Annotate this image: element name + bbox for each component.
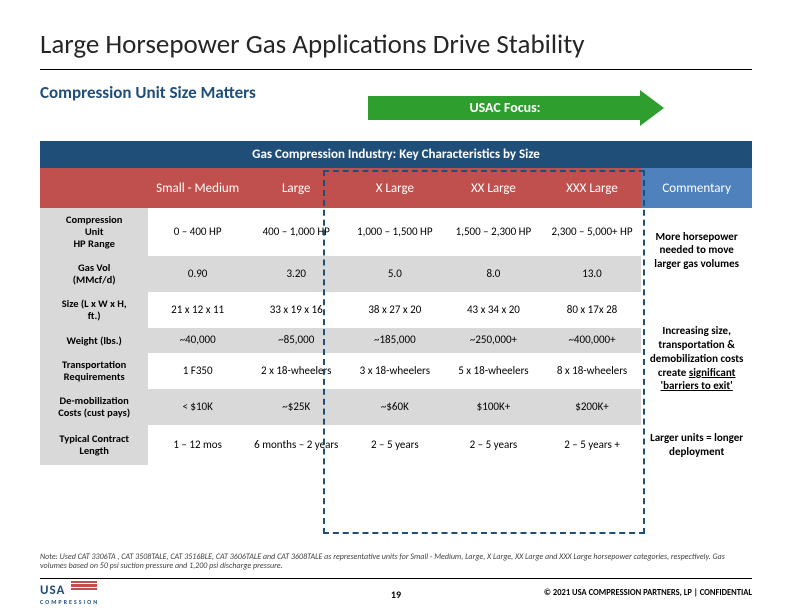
footer-rule (40, 578, 752, 579)
table-container: Gas Compression Industry: Key Characteri… (40, 141, 752, 465)
data-cell: 400 – 1,000 HP (247, 208, 346, 256)
data-cell: 1,000 – 1,500 HP (346, 208, 445, 256)
data-cell: 2,300 – 5,000+ HP (543, 208, 642, 256)
col-xxxlarge: XXX Large (543, 168, 642, 208)
table-head: Gas Compression Industry: Key Characteri… (40, 141, 752, 208)
data-cell: $200K+ (543, 389, 642, 425)
data-cell: 2 – 5 years (346, 425, 445, 465)
data-cell: 1,500 – 2,300 HP (444, 208, 543, 256)
row-label: TransportationRequirements (40, 353, 148, 389)
data-cell: < $10K (148, 389, 247, 425)
data-cell: ~40,000 (148, 328, 247, 353)
table-body: CompressionUnitHP Range0 – 400 HP400 – 1… (40, 208, 752, 465)
slide: Large Horsepower Gas Applications Drive … (0, 0, 792, 612)
col-small-medium: Small - Medium (148, 168, 247, 208)
commentary-cell: Larger units = longer deployment (641, 425, 752, 465)
col-xlarge: X Large (346, 168, 445, 208)
data-cell: 2 x 18-wheelers (247, 353, 346, 389)
footer: 19 © 2021 USA COMPRESSION PARTNERS, LP |… (0, 578, 792, 612)
data-cell: 8.0 (444, 256, 543, 292)
data-cell: 21 x 12 x 11 (148, 292, 247, 328)
data-cell: ~$25K (247, 389, 346, 425)
data-cell: 80 x 17x 28 (543, 292, 642, 328)
data-cell: 1 F350 (148, 353, 247, 389)
data-cell: 0.90 (148, 256, 247, 292)
data-cell: 1 – 12 mos (148, 425, 247, 465)
data-cell: ~185,000 (346, 328, 445, 353)
data-cell: 2 – 5 years + (543, 425, 642, 465)
blank-header (40, 168, 148, 208)
data-cell: 6 months – 2 years (247, 425, 346, 465)
data-cell: 38 x 27 x 20 (346, 292, 445, 328)
data-cell: 8 x 18-wheelers (543, 353, 642, 389)
data-cell: 3 x 18-wheelers (346, 353, 445, 389)
row-label: Typical ContractLength (40, 425, 148, 465)
table-row: Size (L x W x H,ft.)21 x 12 x 1133 x 19 … (40, 292, 752, 328)
table-banner: Gas Compression Industry: Key Characteri… (40, 141, 752, 168)
table-row: Typical ContractLength1 – 12 mos6 months… (40, 425, 752, 465)
table-row: CompressionUnitHP Range0 – 400 HP400 – 1… (40, 208, 752, 256)
data-cell: ~250,000+ (444, 328, 543, 353)
data-cell: $100K+ (444, 389, 543, 425)
data-cell: 2 – 5 years (444, 425, 543, 465)
copyright: © 2021 USA COMPRESSION PARTNERS, LP | CO… (544, 588, 752, 598)
data-cell: 33 x 19 x 16 (247, 292, 346, 328)
data-cell: 5 x 18-wheelers (444, 353, 543, 389)
commentary-cell: Increasing size, transportation & demobi… (641, 292, 752, 425)
col-large: Large (247, 168, 346, 208)
focus-label: USAC Focus: (368, 96, 642, 120)
row-label: De-mobilizationCosts (cust pays) (40, 389, 148, 425)
col-commentary: Commentary (641, 168, 752, 208)
row-label: Size (L x W x H,ft.) (40, 292, 148, 328)
data-cell: 13.0 (543, 256, 642, 292)
title-rule (40, 69, 752, 70)
characteristics-table: Gas Compression Industry: Key Characteri… (40, 141, 752, 465)
size-header-row: Small - Medium Large X Large XX Large XX… (40, 168, 752, 208)
row-label: Weight (lbs.) (40, 328, 148, 353)
data-cell: 43 x 34 x 20 (444, 292, 543, 328)
data-cell: 0 – 400 HP (148, 208, 247, 256)
focus-arrow: USAC Focus: (368, 90, 688, 126)
data-cell: ~400,000+ (543, 328, 642, 353)
col-xxlarge: XX Large (444, 168, 543, 208)
data-cell: 3.20 (247, 256, 346, 292)
commentary-cell: More horsepower needed to move larger ga… (641, 208, 752, 292)
data-cell: ~85,000 (247, 328, 346, 353)
row-label: Gas Vol(MMcf/d) (40, 256, 148, 292)
data-cell: 5.0 (346, 256, 445, 292)
row-label: CompressionUnitHP Range (40, 208, 148, 256)
data-cell: ~$60K (346, 389, 445, 425)
page-title: Large Horsepower Gas Applications Drive … (40, 28, 752, 61)
arrow-head-icon (640, 90, 664, 126)
footnote: Note: Used CAT 3306TA , CAT 3508TALE, CA… (40, 553, 752, 572)
